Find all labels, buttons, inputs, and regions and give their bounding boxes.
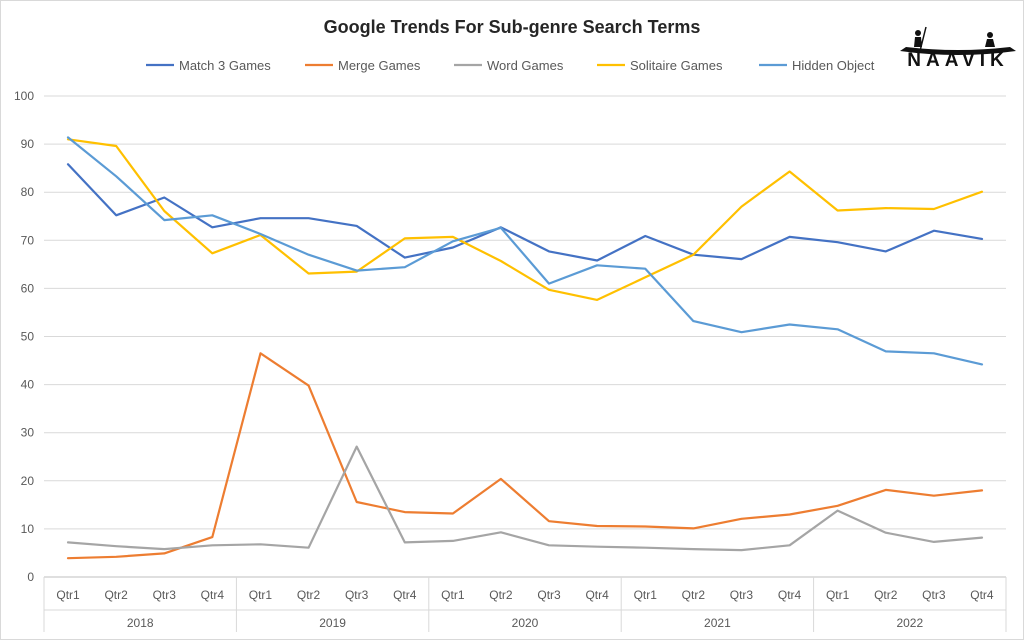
x-tick-label: Qtr1: [56, 588, 80, 602]
x-tick-label: Qtr4: [201, 588, 225, 602]
x-tick-label: Qtr4: [778, 588, 802, 602]
x-group-label: 2018: [127, 616, 154, 630]
x-tick-label: Qtr2: [104, 588, 128, 602]
x-tick-label: Qtr1: [441, 588, 465, 602]
x-group-label: 2020: [512, 616, 539, 630]
x-tick-label: Qtr3: [922, 588, 946, 602]
x-tick-label: Qtr4: [585, 588, 609, 602]
x-group-label: 2019: [319, 616, 346, 630]
x-tick-label: Qtr1: [826, 588, 850, 602]
y-tick-label: 50: [21, 330, 35, 344]
x-tick-label: Qtr3: [537, 588, 561, 602]
y-tick-label: 100: [14, 89, 34, 103]
y-tick-label: 60: [21, 281, 35, 295]
legend-label: Word Games: [487, 58, 564, 73]
legend-label: Match 3 Games: [179, 58, 271, 73]
legend-label: Merge Games: [338, 58, 421, 73]
naavik-logo-text: NAAVIK: [907, 50, 1009, 71]
y-tick-label: 20: [21, 474, 35, 488]
x-tick-label: Qtr4: [970, 588, 994, 602]
series-line-solitaire-games: [66, 138, 984, 301]
legend-label: Solitaire Games: [630, 58, 723, 73]
series-line-match-3-games: [66, 163, 984, 262]
x-tick-label: Qtr2: [489, 588, 513, 602]
chart-title: Google Trends For Sub-genre Search Terms: [324, 17, 701, 37]
naavik-logo: [900, 26, 1016, 55]
x-tick-label: Qtr1: [249, 588, 273, 602]
legend-label: Hidden Object: [792, 58, 875, 73]
y-tick-label: 70: [21, 233, 35, 247]
y-tick-label: 10: [21, 522, 35, 536]
series-lines: [66, 136, 984, 560]
x-tick-label: Qtr3: [345, 588, 369, 602]
series-line-word-games: [66, 445, 984, 552]
y-tick-label: 90: [21, 137, 35, 151]
x-group-label: 2021: [704, 616, 731, 630]
y-tick-label: 80: [21, 185, 35, 199]
x-tick-label: Qtr3: [730, 588, 754, 602]
series-line-hidden-object: [66, 136, 984, 366]
x-tick-label: Qtr3: [153, 588, 177, 602]
y-tick-label: 40: [21, 378, 35, 392]
x-tick-label: Qtr2: [297, 588, 321, 602]
y-tick-label: 0: [27, 570, 34, 584]
x-tick-label: Qtr2: [682, 588, 706, 602]
x-tick-label: Qtr1: [634, 588, 658, 602]
y-axis: 0 10 20 30 40 50 60 70 80 90 100: [14, 89, 34, 584]
x-axis: Qtr1 Qtr2 Qtr3 Qtr4 Qtr1 Qtr2 Qtr3 Qtr4 Qtr1 Qtr2…: [43, 577, 1007, 632]
series-line-merge-games: [66, 352, 984, 560]
y-tick-label: 30: [21, 426, 35, 440]
x-tick-label: Qtr4: [393, 588, 417, 602]
legend: Match 3 Games Merge Games Word Games Solita…: [146, 58, 875, 73]
gridlines: [44, 95, 1006, 578]
x-tick-label: Qtr2: [874, 588, 898, 602]
x-group-label: 2022: [896, 616, 923, 630]
